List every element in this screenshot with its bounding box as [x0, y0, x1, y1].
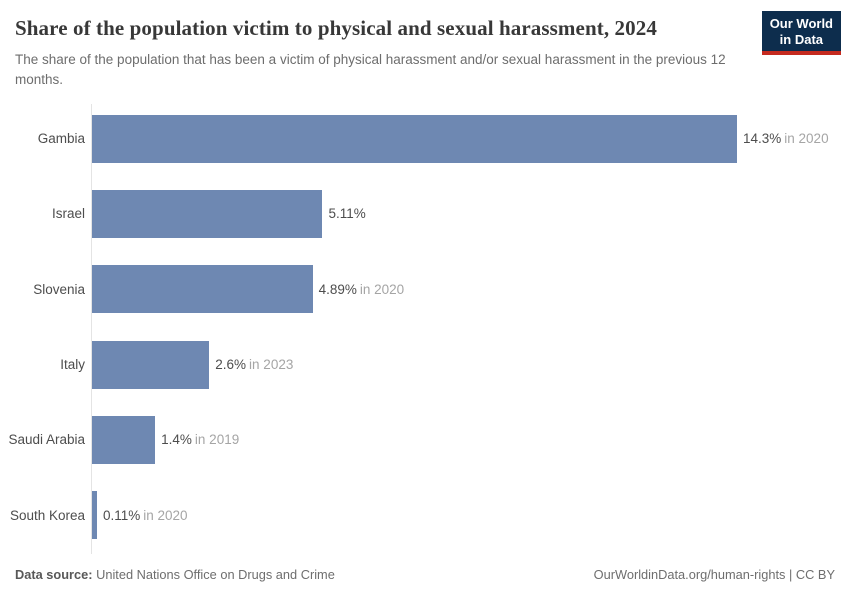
value-text: 5.11% — [328, 206, 366, 222]
owid-logo[interactable]: Our World in Data — [761, 11, 841, 56]
country-label-slovenia: Slovenia — [33, 281, 85, 297]
bar-saudi-arabia[interactable] — [92, 415, 156, 464]
year-note: in 2023 — [249, 357, 294, 373]
bar-track: 4.89% in 2020 — [92, 265, 405, 314]
bar-row-south-korea: South Korea 0.11% in 2020 — [0, 478, 850, 553]
chart-title: Share of the population victim to physic… — [15, 16, 657, 40]
bar-row-israel: Israel 5.11% — [0, 176, 850, 251]
year-note: in 2020 — [143, 507, 188, 523]
bar-south-korea[interactable] — [92, 491, 97, 540]
bar-track: 0.11% in 2020 — [92, 491, 188, 540]
bar-gambia[interactable] — [92, 114, 737, 163]
value-text: 1.4% — [161, 432, 192, 448]
bar-row-gambia: Gambia 14.3% in 2020 — [0, 101, 850, 176]
country-label-south-korea: South Korea — [9, 507, 85, 523]
bar-italy[interactable] — [92, 340, 210, 389]
data-source: Data source: United Nations Office on Dr… — [15, 567, 335, 582]
owid-logo-line2: in Data — [779, 31, 824, 47]
chart-subtitle: The share of the population that has bee… — [15, 52, 726, 87]
bar-israel[interactable] — [92, 189, 323, 238]
country-label-gambia: Gambia — [37, 131, 85, 147]
value-label-saudi-arabia: 1.4% in 2019 — [161, 432, 239, 447]
year-note: in 2019 — [194, 432, 240, 448]
value-text: 0.11% — [102, 507, 141, 523]
country-label-italy: Italy — [60, 357, 85, 373]
bar-row-saudi-arabia: Saudi Arabia 1.4% in 2019 — [0, 402, 850, 477]
value-label-gambia: 14.3% in 2020 — [743, 131, 829, 146]
bar-track: 1.4% in 2019 — [92, 415, 239, 464]
value-label-south-korea: 0.11% in 2020 — [103, 508, 188, 523]
bar-row-slovenia: Slovenia 4.89% in 2020 — [0, 252, 850, 327]
y-axis-line — [91, 104, 92, 554]
data-source-label: Data source: — [15, 567, 93, 582]
data-source-value: United Nations Office on Drugs and Crime — [92, 567, 335, 582]
bar-track: 14.3% in 2020 — [92, 114, 829, 163]
country-label-israel: Israel — [51, 206, 85, 222]
value-label-italy: 2.6% in 2023 — [215, 357, 293, 372]
bars-area: Gambia 14.3% in 2020 Israel 5.11% Slovenia 4.8… — [0, 101, 850, 553]
value-text: 14.3% — [743, 131, 782, 147]
bar-track: 5.11% — [92, 189, 366, 238]
country-label-saudi-arabia: Saudi Arabia — [8, 432, 85, 448]
chart-footer: Data source: United Nations Office on Dr… — [15, 567, 835, 582]
bar-slovenia[interactable] — [92, 265, 313, 314]
value-text: 4.89% — [318, 281, 357, 297]
value-label-israel: 5.11% — [328, 206, 365, 221]
value-text: 2.6% — [215, 357, 247, 373]
attribution[interactable]: OurWorldinData.org/human-rights | CC BY — [593, 567, 835, 582]
year-note: in 2020 — [359, 281, 405, 297]
bar-row-italy: Italy 2.6% in 2023 — [0, 327, 850, 402]
value-label-slovenia: 4.89% in 2020 — [319, 282, 405, 297]
year-note: in 2020 — [784, 131, 829, 147]
bar-track: 2.6% in 2023 — [92, 340, 293, 389]
owid-logo-line1: Our World — [769, 16, 833, 31]
